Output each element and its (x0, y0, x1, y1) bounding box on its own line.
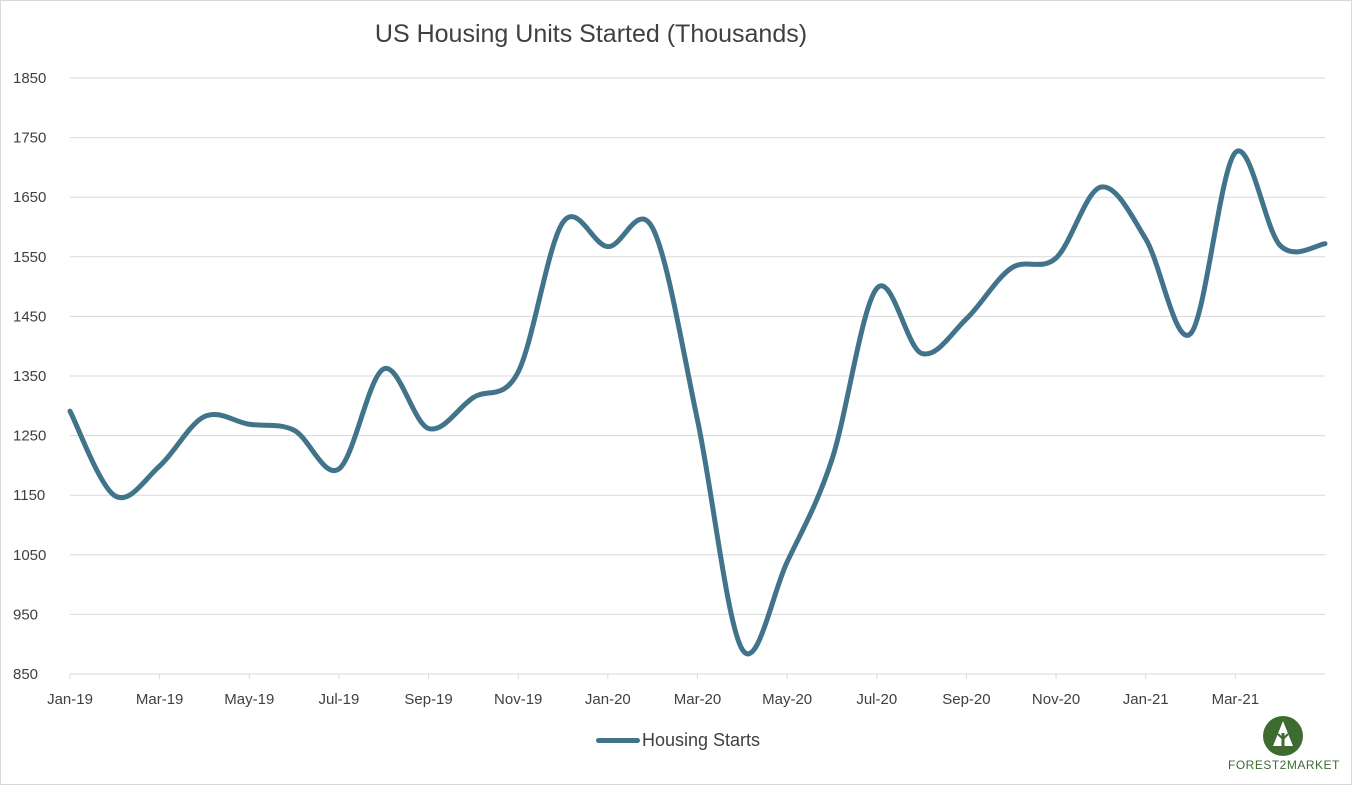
x-tick-label: Jan-21 (1123, 691, 1169, 708)
series-layer (67, 148, 1328, 656)
y-tick-label: 1250 (13, 428, 46, 445)
x-tick-label: May-20 (762, 691, 812, 708)
y-tick-label: 1650 (13, 189, 46, 206)
legend-label-housing-starts: Housing Starts (642, 729, 761, 750)
x-tick-label: May-19 (224, 691, 274, 708)
x-tick-label: Jul-19 (318, 691, 359, 708)
y-tick-label: 1550 (13, 249, 46, 266)
y-tick-label: 850 (13, 666, 38, 683)
y-tick-label: 1750 (13, 130, 46, 147)
x-axis-tick-marks (69, 674, 1236, 679)
x-tick-label: Jan-19 (47, 691, 93, 708)
gridlines (70, 77, 1325, 675)
y-tick-label: 950 (13, 606, 38, 623)
legend-swatch-housing-starts (596, 737, 640, 743)
logo-text: FOREST2MARKET (1228, 758, 1340, 772)
legend: Housing Starts (596, 728, 760, 752)
x-tick-label: Jul-20 (856, 691, 897, 708)
y-tick-label: 1350 (13, 368, 46, 385)
chart-title: US Housing Units Started (Thousands) (374, 20, 808, 48)
x-tick-label: Mar-19 (136, 691, 184, 708)
y-axis-tick-labels: 850 950 1050 1150 1250 1350 1450 1550 1650 1750 18… (13, 70, 46, 683)
y-tick-label: 1050 (13, 547, 46, 564)
y-tick-label: 1150 (13, 487, 45, 504)
x-tick-label: Mar-20 (674, 691, 722, 708)
forest2market-logo: FOREST2MARKET (1228, 713, 1340, 775)
y-tick-label: 1450 (13, 308, 46, 325)
x-tick-label: Mar-21 (1212, 691, 1260, 708)
tree-icon (1263, 716, 1303, 756)
series-line-housing-starts (67, 148, 1328, 656)
y-tick-label: 1850 (13, 70, 46, 87)
x-tick-label: Nov-20 (1032, 691, 1080, 708)
x-tick-label: Sep-20 (942, 691, 990, 708)
x-tick-label: Jan-20 (585, 691, 631, 708)
x-axis-tick-labels: Jan-19 Mar-19 May-19 Jul-19 Sep-19 Nov-19 Jan-… (47, 691, 1259, 708)
x-tick-label: Sep-19 (404, 691, 452, 708)
x-tick-label: Nov-19 (494, 691, 542, 708)
